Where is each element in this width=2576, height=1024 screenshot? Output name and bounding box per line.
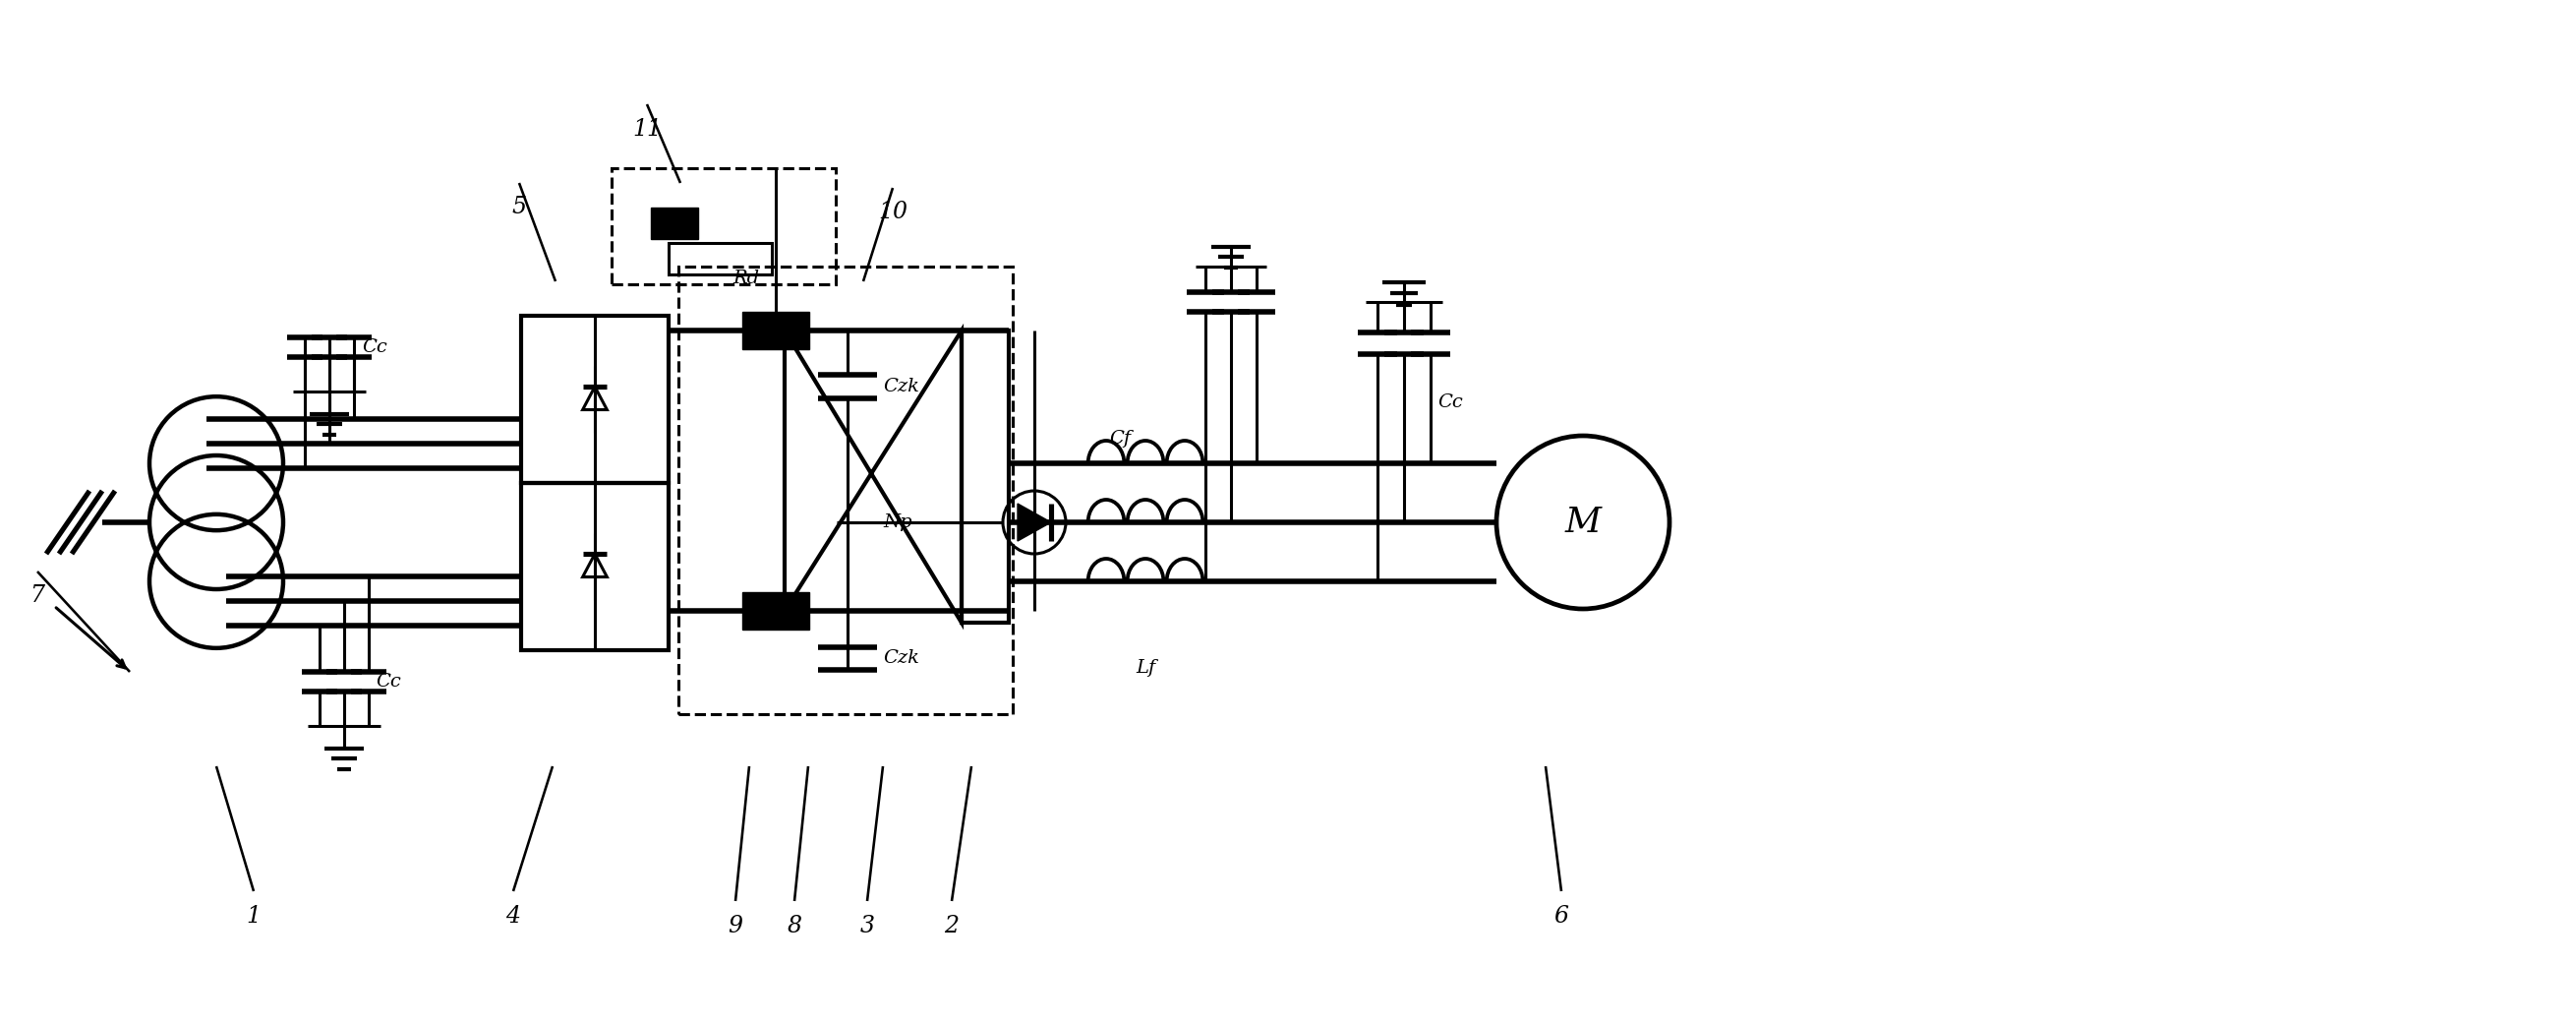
Text: 6: 6 [1553, 904, 1569, 927]
Bar [670, 243, 773, 274]
Text: 7: 7 [31, 585, 44, 607]
Text: 10: 10 [878, 201, 907, 224]
Text: 4: 4 [505, 904, 520, 927]
Text: Cc: Cc [376, 673, 402, 690]
Text: 3: 3 [860, 914, 876, 937]
Polygon shape [1018, 504, 1051, 541]
Text: Cc: Cc [1437, 393, 1463, 412]
Text: 1: 1 [247, 904, 260, 927]
Bar [742, 592, 809, 630]
Text: M: M [1564, 506, 1602, 539]
Text: Np: Np [884, 513, 912, 531]
Text: 5: 5 [513, 197, 526, 219]
Text: Czk: Czk [884, 378, 920, 395]
Text: 8: 8 [788, 914, 801, 937]
Text: Cf: Cf [1110, 430, 1131, 447]
Bar [652, 208, 698, 239]
Bar [520, 483, 670, 650]
Bar [961, 331, 1010, 623]
Bar [611, 168, 835, 285]
Text: Rd: Rd [732, 269, 760, 287]
Text: 9: 9 [729, 914, 742, 937]
Bar [520, 315, 670, 483]
Bar [742, 312, 809, 349]
Text: Cc: Cc [361, 338, 386, 356]
Text: Lf: Lf [1136, 659, 1157, 677]
Text: 11: 11 [631, 118, 662, 140]
Text: Czk: Czk [884, 649, 920, 667]
Text: 2: 2 [945, 914, 958, 937]
Bar [677, 266, 1012, 714]
